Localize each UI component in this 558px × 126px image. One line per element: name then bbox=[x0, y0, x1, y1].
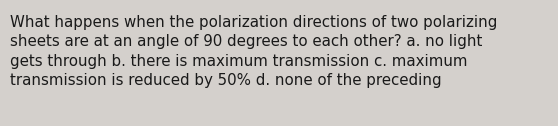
Text: What happens when the polarization directions of two polarizing
sheets are at an: What happens when the polarization direc… bbox=[10, 15, 497, 88]
